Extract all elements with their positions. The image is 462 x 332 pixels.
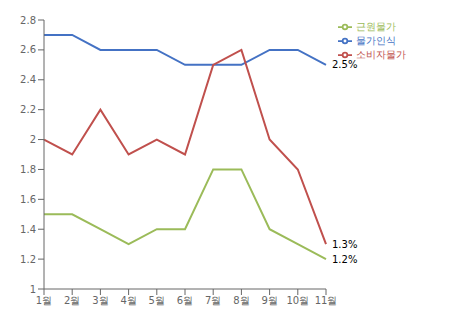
svg-text:1.3%: 1.3% — [332, 239, 357, 250]
svg-text:6월: 6월 — [177, 295, 193, 306]
svg-text:3월: 3월 — [92, 295, 108, 306]
svg-text:10월: 10월 — [286, 295, 309, 306]
svg-text:1.2%: 1.2% — [332, 254, 357, 265]
svg-text:5월: 5월 — [149, 295, 165, 306]
svg-text:1.6: 1.6 — [20, 194, 36, 205]
html-text:근원물가: 근원물가 — [356, 21, 396, 32]
svg-text:11월: 11월 — [315, 295, 338, 306]
svg-text:2.6: 2.6 — [20, 44, 36, 55]
svg-text:2월: 2월 — [64, 295, 80, 306]
svg-text:1월: 1월 — [36, 295, 52, 306]
svg-text:2: 2 — [30, 134, 36, 145]
svg-text:2.5%: 2.5% — [332, 59, 357, 70]
svg-text:9월: 9월 — [261, 295, 277, 306]
svg-text:2.8: 2.8 — [20, 15, 36, 26]
svg-text:1.8: 1.8 — [20, 164, 36, 175]
svg-text:7월: 7월 — [205, 295, 221, 306]
svg-text:8월: 8월 — [233, 295, 249, 306]
svg-text:1.4: 1.4 — [20, 224, 36, 235]
svg-text:2.4: 2.4 — [20, 74, 36, 85]
svg-text:4월: 4월 — [120, 295, 136, 306]
svg-text:1.2: 1.2 — [20, 254, 36, 265]
html-text:소비자물가: 소비자물가 — [356, 49, 406, 60]
html-text:물가인식: 물가인식 — [356, 35, 396, 46]
svg-text:2.2: 2.2 — [20, 104, 36, 115]
svg-text:1: 1 — [30, 284, 36, 295]
